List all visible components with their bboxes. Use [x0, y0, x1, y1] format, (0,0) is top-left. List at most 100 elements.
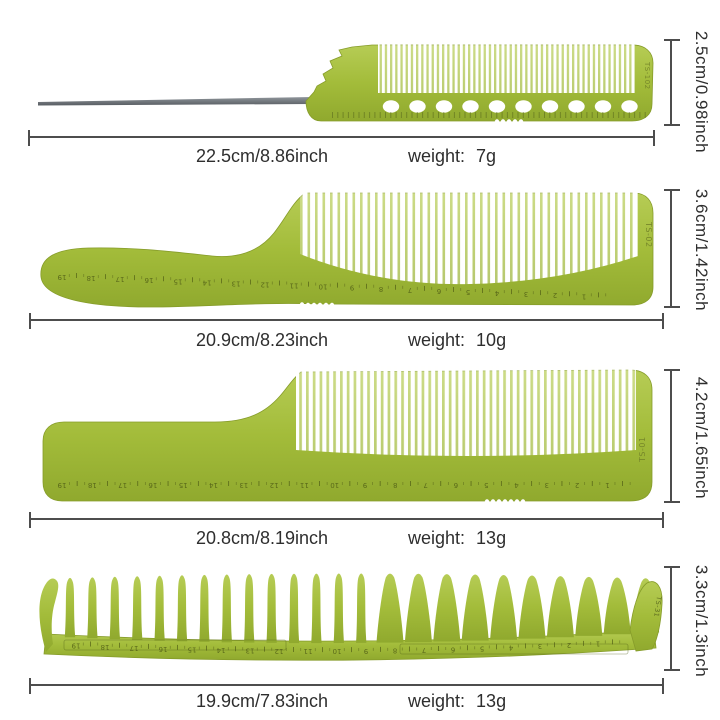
svg-text:2: 2 [567, 641, 571, 649]
flat-handle-clipper-comb-drawing: 19 18 17 16 15 14 13 12 11 10 9 8 7 6 5 4 3 2 1 TS-01 [42, 364, 653, 504]
svg-text:17: 17 [116, 275, 125, 283]
svg-text:3: 3 [545, 481, 549, 489]
model-marking: TS-01 [638, 436, 647, 463]
svg-text:4: 4 [514, 481, 519, 489]
height-label-3: 4.2cm/1.65inch [692, 376, 711, 500]
teeth-gaps [296, 364, 636, 456]
svg-text:5: 5 [484, 481, 488, 489]
svg-text:3: 3 [524, 290, 528, 298]
svg-text:11: 11 [290, 282, 299, 290]
svg-text:18: 18 [87, 274, 96, 282]
length-label-1: 22.5cm/8.86inch [195, 146, 329, 166]
svg-text:18: 18 [101, 643, 110, 651]
svg-text:16: 16 [158, 645, 167, 653]
height-dim-line-2 [664, 189, 680, 308]
svg-text:9: 9 [350, 284, 354, 292]
svg-text:3: 3 [538, 642, 542, 650]
weight-prefix: weight: [408, 691, 466, 711]
svg-text:15: 15 [174, 277, 183, 285]
wide-tooth-comb-drawing: 19 18 17 16 15 14 13 12 11 10 9 8 7 6 5 4 3 2 1 TS-31 [39, 573, 663, 661]
ruler-box-left [63, 639, 287, 651]
section-serration [494, 119, 524, 124]
length-dim-line-3 [29, 512, 664, 528]
ruler-markings: 19 18 17 16 15 14 13 12 11 10 9 8 7 6 5 4 3 2 1 [58, 273, 607, 300]
svg-text:14: 14 [202, 278, 211, 286]
height-dim-line-4 [664, 566, 680, 671]
svg-text:9: 9 [364, 647, 368, 655]
model-marking: TS-102 [643, 61, 651, 90]
svg-text:17: 17 [130, 644, 139, 652]
svg-text:5: 5 [480, 644, 484, 652]
svg-text:6: 6 [453, 481, 458, 489]
svg-text:10: 10 [333, 647, 342, 655]
section-serration [484, 499, 526, 504]
svg-text:2: 2 [575, 481, 579, 489]
weight-prefix: weight: [408, 146, 466, 166]
height-dim-line-1 [664, 39, 680, 126]
weight-label-1: weight: 7g [408, 146, 496, 167]
svg-text:11: 11 [304, 647, 313, 655]
spine-holes [382, 100, 638, 113]
svg-text:5: 5 [466, 288, 470, 296]
teeth-gaps [300, 189, 638, 285]
svg-text:8: 8 [379, 285, 383, 293]
model-marking: TS-02 [644, 221, 653, 248]
ruler-markings: 19 18 17 16 15 14 13 12 11 10 9 8 7 6 5 4 3 2 1 [72, 639, 621, 655]
length-dim-line-4 [29, 678, 664, 694]
wide-comb-teeth [64, 573, 660, 644]
height-label-4: 3.3cm/1.3inch [692, 564, 711, 678]
weight-label-3: weight: 13g [408, 528, 506, 549]
svg-text:11: 11 [300, 481, 309, 489]
svg-text:16: 16 [148, 481, 157, 489]
weight-value: 7g [476, 146, 497, 166]
svg-text:7: 7 [422, 646, 426, 654]
svg-text:12: 12 [261, 281, 270, 289]
metal-pin [38, 97, 312, 106]
svg-text:18: 18 [88, 481, 97, 489]
svg-text:13: 13 [246, 647, 255, 655]
svg-text:1: 1 [596, 639, 600, 647]
svg-text:1: 1 [605, 481, 609, 489]
svg-text:10: 10 [330, 481, 339, 489]
svg-text:15: 15 [188, 646, 197, 654]
ruler-markings: 19 18 17 16 15 14 13 12 11 10 9 8 7 6 5 4 3 2 1 [58, 481, 631, 489]
height-label-1: 2.5cm/0.98inch [692, 30, 711, 154]
svg-text:13: 13 [239, 481, 248, 489]
teeth-gaps [378, 43, 635, 93]
svg-text:16: 16 [144, 276, 153, 284]
end-cap-tooth [629, 581, 663, 652]
svg-text:1: 1 [582, 292, 586, 300]
svg-text:15: 15 [179, 481, 188, 489]
pin-tail-comb-drawing: TS-102 [38, 43, 654, 124]
section-serration [299, 302, 335, 308]
svg-text:12: 12 [275, 647, 284, 655]
length-dim-line-1 [28, 130, 655, 146]
svg-text:7: 7 [423, 481, 427, 489]
svg-text:13: 13 [232, 279, 241, 287]
end-hook-tooth [39, 578, 59, 652]
svg-text:19: 19 [58, 481, 67, 489]
svg-text:17: 17 [118, 481, 127, 489]
ruler-box-right [399, 643, 629, 655]
svg-text:12: 12 [270, 481, 279, 489]
svg-text:14: 14 [216, 646, 225, 654]
weight-value: 13g [476, 528, 507, 548]
weight-value: 10g [476, 330, 507, 350]
svg-text:6: 6 [450, 645, 455, 653]
weight-prefix: weight: [408, 330, 466, 350]
svg-text:8: 8 [393, 647, 397, 655]
weight-label-2: weight: 10g [408, 330, 506, 351]
weight-value: 13g [476, 691, 507, 711]
length-dim-line-2 [29, 313, 664, 329]
svg-text:8: 8 [393, 481, 397, 489]
svg-text:14: 14 [209, 481, 218, 489]
svg-text:7: 7 [408, 286, 412, 294]
svg-text:9: 9 [363, 481, 367, 489]
svg-text:19: 19 [58, 273, 67, 281]
length-label-2: 20.9cm/8.23inch [195, 330, 329, 350]
length-label-3: 20.8cm/8.19inch [195, 528, 329, 548]
svg-text:10: 10 [319, 283, 328, 291]
handle-styling-comb-drawing: 19 18 17 16 15 14 13 12 11 10 9 8 7 6 5 4 3 2 1 TS-02 [40, 189, 654, 308]
